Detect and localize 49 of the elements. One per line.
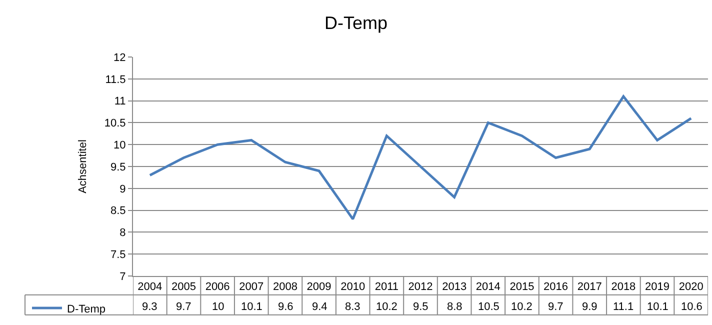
x-tick-label: 2020 [678,281,704,294]
x-tick-label: 2012 [408,281,433,294]
data-label: 10 [212,301,224,313]
x-tick-label: 2011 [374,281,399,294]
data-label: 9.5 [413,301,428,313]
y-tick-label: 9 [120,183,126,196]
data-label: 8.8 [447,301,462,313]
y-tick-label: 11.5 [105,74,126,86]
y-tick-label: 12 [114,52,126,64]
data-label: 9.6 [278,301,294,313]
data-label: 9.3 [142,301,158,313]
x-tick-label: 2006 [205,281,230,294]
data-label: 9.7 [176,301,192,313]
data-label: 10.2 [376,301,398,313]
data-label: 10.2 [511,301,532,313]
y-tick-label: 7 [120,270,126,283]
data-label: 9.4 [312,301,328,313]
x-tick-label: 2014 [476,281,500,294]
data-label: 8.3 [345,301,360,313]
y-tick-label: 7.5 [110,248,126,261]
x-tick-label: 2019 [645,281,670,294]
y-axis-title: Achsentitel [77,140,90,194]
data-label: 11.1 [613,301,634,313]
x-tick-label: 2004 [138,281,162,294]
line-series [148,95,692,220]
x-tick-label: 2018 [611,281,636,294]
legend-label: D-Temp [67,303,106,316]
chart-title: D-Temp [324,13,388,34]
x-tick-label: 2013 [442,281,467,294]
data-label: 10.6 [681,301,702,313]
x-tick-label: 2015 [510,281,534,294]
x-tick-label: 2016 [544,281,568,294]
y-tick-label: 9.5 [110,161,126,174]
y-tick-label: 8.5 [110,205,126,218]
data-label: 9.9 [582,301,598,313]
x-tick-label: 2009 [306,281,332,294]
x-tick-label: 2007 [239,281,264,294]
y-tick-label: 10.5 [104,118,126,130]
y-tick-label: 8 [120,227,126,240]
data-label: 10.1 [647,301,668,313]
x-tick-label: 2010 [340,281,366,294]
y-tick-label: 11 [114,96,126,108]
x-tick-label: 2008 [272,281,298,294]
data-label: 10.5 [478,301,500,313]
data-label: 10.1 [241,301,262,313]
x-tick-label: 2005 [172,281,196,294]
x-tick-label: 2017 [577,281,602,294]
y-tick-label: 10 [114,139,126,152]
data-label: 9.7 [548,301,564,313]
